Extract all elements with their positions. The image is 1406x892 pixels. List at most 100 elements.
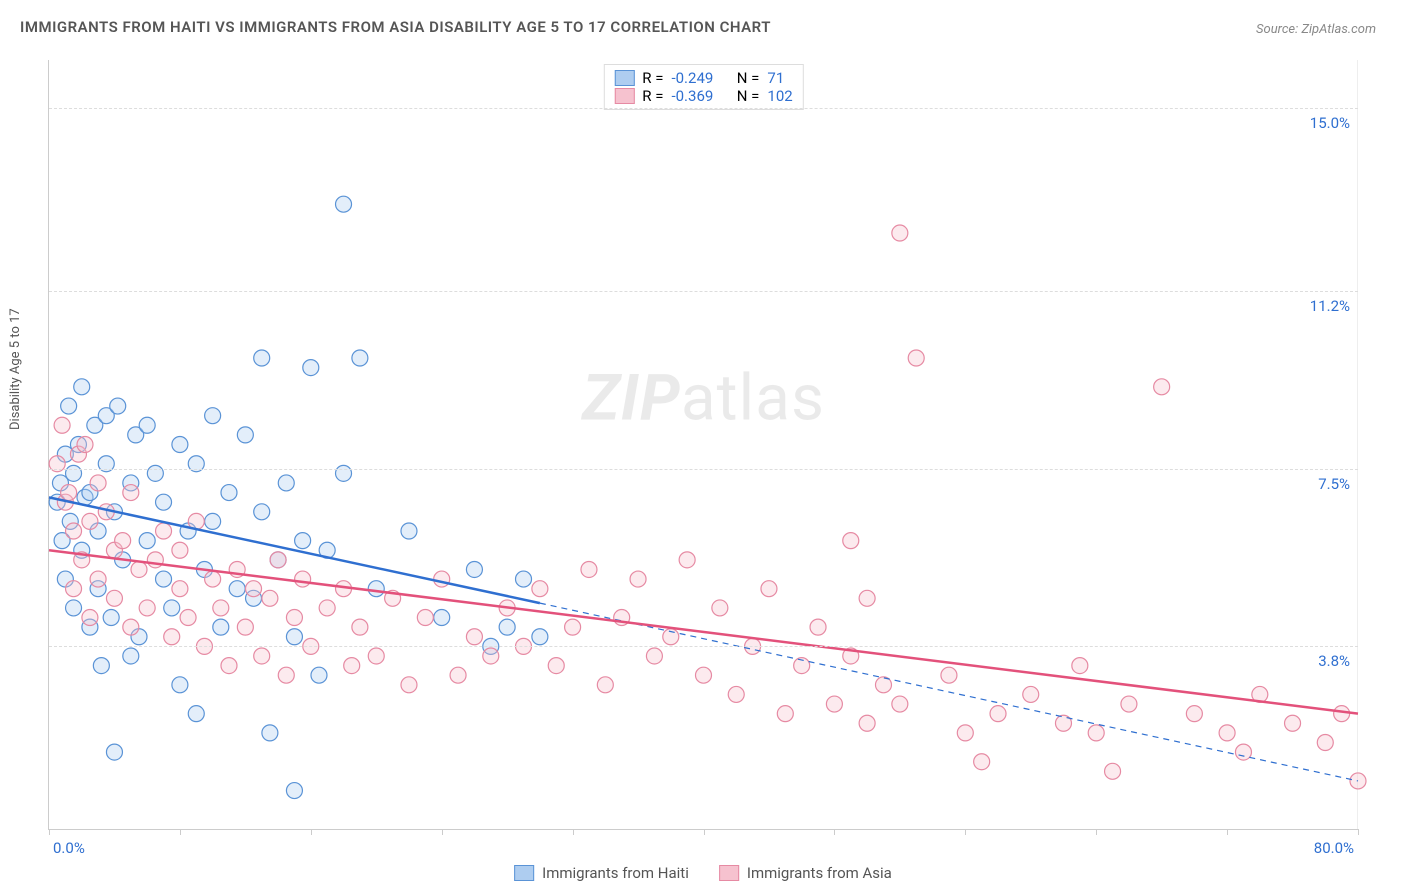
data-point bbox=[344, 658, 360, 674]
data-point bbox=[237, 427, 253, 443]
gridline-h bbox=[49, 469, 1358, 470]
data-point bbox=[368, 648, 384, 664]
data-point bbox=[123, 619, 139, 635]
data-point bbox=[1088, 725, 1104, 741]
data-point bbox=[139, 533, 155, 549]
y-axis-label: Disability Age 5 to 17 bbox=[8, 308, 23, 430]
data-point bbox=[262, 725, 278, 741]
r-value-asia: -0.369 bbox=[671, 87, 713, 105]
y-tick-label: 15.0% bbox=[1290, 114, 1350, 132]
gridline-h bbox=[49, 291, 1358, 292]
data-point bbox=[106, 744, 122, 760]
data-point bbox=[957, 725, 973, 741]
source-attribution: Source: ZipAtlas.com bbox=[1256, 22, 1376, 37]
x-min-label: 0.0% bbox=[53, 839, 85, 857]
x-tick bbox=[1227, 829, 1228, 835]
data-point bbox=[516, 571, 532, 587]
data-point bbox=[810, 619, 826, 635]
data-point bbox=[82, 610, 98, 626]
data-point bbox=[1219, 725, 1235, 741]
data-point bbox=[286, 629, 302, 645]
data-point bbox=[61, 485, 77, 501]
data-point bbox=[303, 360, 319, 376]
data-point bbox=[278, 667, 294, 683]
data-point bbox=[859, 590, 875, 606]
y-tick-label: 3.8% bbox=[1290, 652, 1350, 670]
data-point bbox=[941, 667, 957, 683]
data-point bbox=[597, 677, 613, 693]
data-point bbox=[221, 485, 237, 501]
data-point bbox=[450, 667, 466, 683]
data-point bbox=[777, 706, 793, 722]
data-point bbox=[295, 571, 311, 587]
data-point bbox=[164, 600, 180, 616]
data-point bbox=[1105, 763, 1121, 779]
data-point bbox=[295, 533, 311, 549]
data-point bbox=[892, 696, 908, 712]
data-point bbox=[483, 648, 499, 664]
data-point bbox=[1154, 379, 1170, 395]
scatter-svg bbox=[49, 60, 1358, 829]
gridline-h bbox=[49, 646, 1358, 647]
x-tick bbox=[1358, 829, 1359, 835]
data-point bbox=[1023, 686, 1039, 702]
y-tick-label: 11.2% bbox=[1290, 297, 1350, 315]
data-point bbox=[761, 581, 777, 597]
data-point bbox=[581, 561, 597, 577]
data-point bbox=[213, 600, 229, 616]
data-point bbox=[246, 581, 262, 597]
data-point bbox=[66, 523, 82, 539]
stats-legend-box: R = -0.249 N = 71 R = -0.369 N = 102 bbox=[603, 64, 803, 110]
data-point bbox=[466, 561, 482, 577]
x-tick bbox=[180, 829, 181, 835]
data-point bbox=[180, 610, 196, 626]
legend-label-asia: Immigrants from Asia bbox=[747, 864, 892, 882]
data-point bbox=[61, 398, 77, 414]
data-point bbox=[110, 398, 126, 414]
data-point bbox=[1186, 706, 1202, 722]
data-point bbox=[172, 581, 188, 597]
x-tick bbox=[834, 829, 835, 835]
data-point bbox=[368, 581, 384, 597]
data-point bbox=[54, 417, 70, 433]
data-point bbox=[401, 523, 417, 539]
chart-title: IMMIGRANTS FROM HAITI VS IMMIGRANTS FROM… bbox=[20, 18, 771, 36]
source-prefix: Source: bbox=[1256, 22, 1301, 37]
legend-item-haiti: Immigrants from Haiti bbox=[514, 864, 689, 882]
data-point bbox=[237, 619, 253, 635]
data-point bbox=[352, 350, 368, 366]
stats-row-asia: R = -0.369 N = 102 bbox=[614, 87, 792, 105]
data-point bbox=[1235, 744, 1251, 760]
data-point bbox=[123, 485, 139, 501]
swatch-asia bbox=[614, 88, 634, 104]
data-point bbox=[139, 600, 155, 616]
legend-item-asia: Immigrants from Asia bbox=[719, 864, 892, 882]
data-point bbox=[90, 475, 106, 491]
data-point bbox=[499, 619, 515, 635]
data-point bbox=[843, 533, 859, 549]
x-tick bbox=[311, 829, 312, 835]
data-point bbox=[66, 600, 82, 616]
data-point bbox=[565, 619, 581, 635]
data-point bbox=[974, 754, 990, 770]
data-point bbox=[532, 629, 548, 645]
data-point bbox=[548, 658, 564, 674]
swatch-haiti bbox=[514, 865, 534, 881]
data-point bbox=[262, 590, 278, 606]
data-point bbox=[679, 552, 695, 568]
data-point bbox=[1334, 706, 1350, 722]
r-label: R = bbox=[642, 87, 663, 105]
data-point bbox=[859, 715, 875, 731]
bottom-legend: Immigrants from Haiti Immigrants from As… bbox=[514, 864, 892, 882]
data-point bbox=[93, 658, 109, 674]
data-point bbox=[1121, 696, 1137, 712]
data-point bbox=[156, 571, 172, 587]
data-point bbox=[205, 408, 221, 424]
data-point bbox=[728, 686, 744, 702]
data-point bbox=[908, 350, 924, 366]
data-point bbox=[172, 677, 188, 693]
data-point bbox=[434, 610, 450, 626]
data-point bbox=[131, 561, 147, 577]
data-point bbox=[213, 619, 229, 635]
data-point bbox=[156, 523, 172, 539]
